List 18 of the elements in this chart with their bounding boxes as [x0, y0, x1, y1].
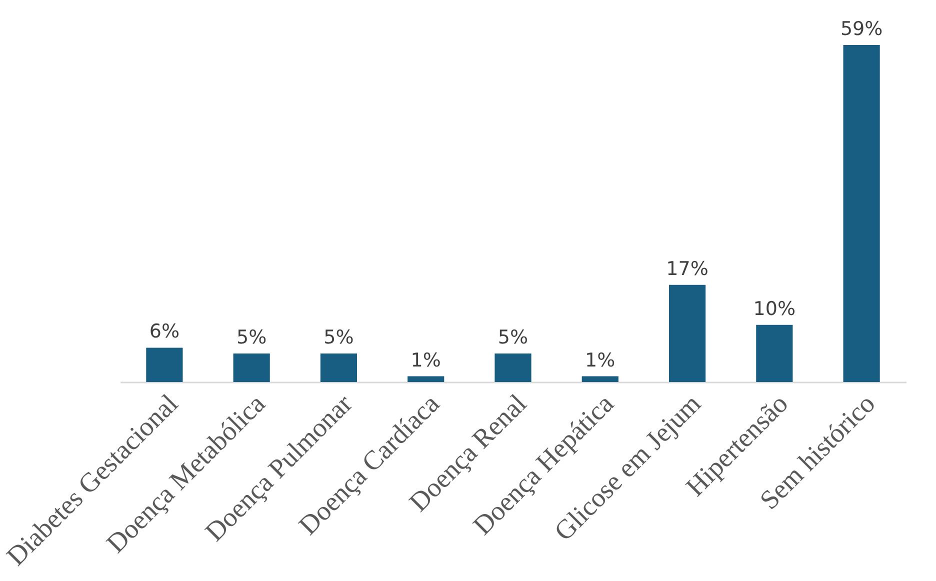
- bar: [146, 348, 183, 382]
- bar: [668, 284, 706, 382]
- bar: [233, 353, 270, 382]
- bar: [843, 45, 880, 382]
- data-label: 6%: [149, 320, 180, 343]
- data-label: 10%: [753, 298, 796, 320]
- data-label: 1%: [410, 349, 441, 372]
- data-label: 17%: [666, 258, 708, 280]
- bar: [582, 376, 618, 382]
- data-label: 5%: [236, 326, 267, 348]
- data-label: 59%: [840, 18, 883, 40]
- bar: [756, 324, 793, 382]
- bar: [408, 376, 444, 382]
- bar: [320, 353, 358, 382]
- data-label: 1%: [585, 349, 616, 372]
- data-label: 5%: [324, 326, 354, 348]
- data-label: 5%: [498, 326, 528, 348]
- bar: [494, 353, 532, 382]
